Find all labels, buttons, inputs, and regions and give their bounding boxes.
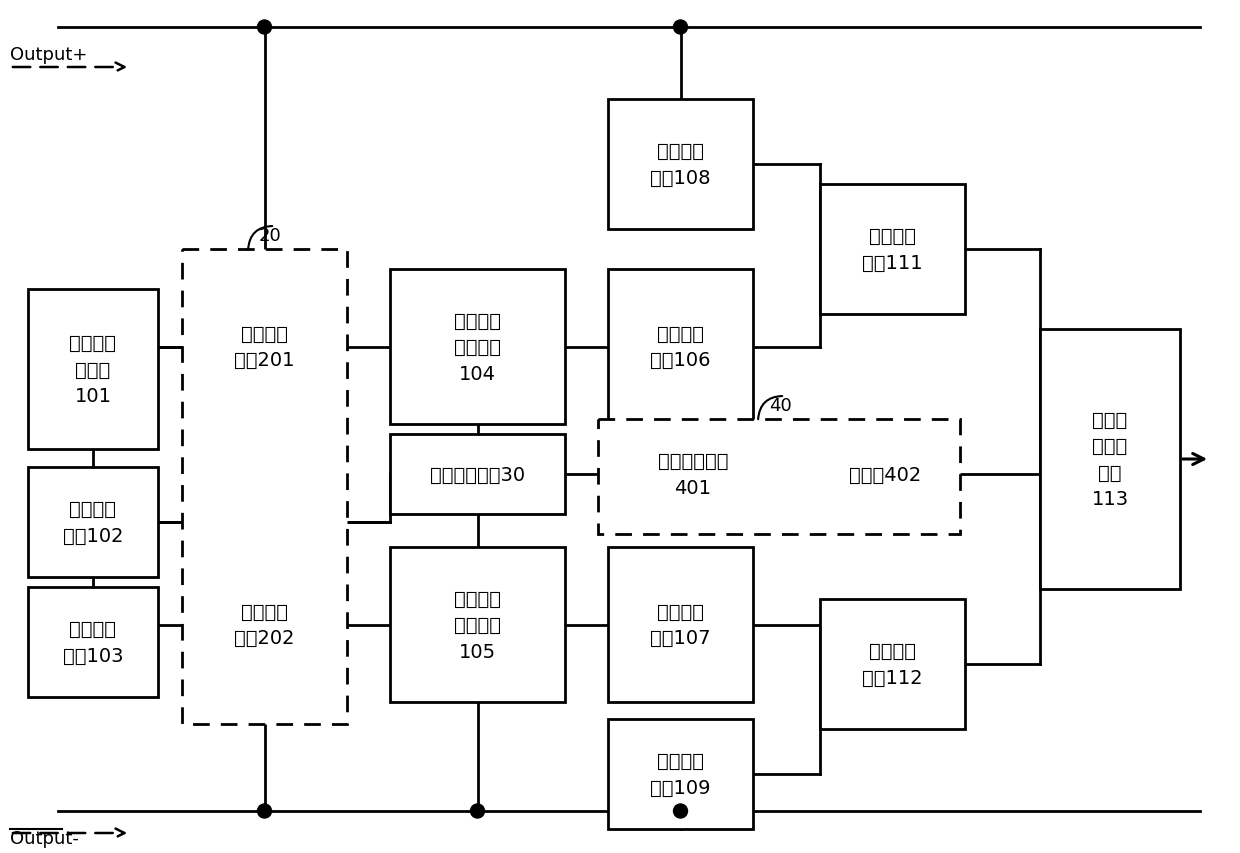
Circle shape [258,804,272,818]
Circle shape [673,21,687,35]
Bar [608,434,777,514]
Circle shape [673,804,687,818]
Bar [1040,329,1180,589]
Bar [598,420,960,534]
Bar [820,434,950,514]
Circle shape [258,21,272,35]
Text: 三合一调
光电路
101: 三合一调 光电路 101 [69,334,117,405]
Text: Output+: Output+ [10,46,87,64]
Bar [391,434,565,514]
Bar [192,270,337,425]
Text: 遥控调光
电路103: 遥控调光 电路103 [63,619,123,665]
Bar [29,467,157,577]
Text: 电流比较
电路112: 电流比较 电路112 [862,641,923,687]
Bar [391,270,565,425]
Text: 调光控制
电路102: 调光控制 电路102 [63,500,123,545]
Bar [608,100,753,229]
Text: 电压采样
电路201: 电压采样 电路201 [234,324,295,370]
Bar [29,588,157,697]
Bar [608,270,753,425]
Bar [182,250,347,724]
Text: 显示驱动电路
401: 显示驱动电路 401 [657,452,728,497]
Text: 40: 40 [769,397,791,415]
Text: 电压比较
电路111: 电压比较 电路111 [862,227,923,272]
Text: 电压基准
调整电路
104: 电压基准 调整电路 104 [454,311,501,383]
Text: 运算控制电路30: 运算控制电路30 [430,465,525,484]
Bar [608,719,753,829]
Bar [820,185,965,315]
Bar [391,548,565,702]
Text: 电压反馈
电路108: 电压反馈 电路108 [650,142,711,188]
Text: 电压基准
电路106: 电压基准 电路106 [650,324,711,370]
Text: 电流基准
调整电路
105: 电流基准 调整电路 105 [454,589,501,661]
Text: Output-: Output- [10,829,79,847]
Text: 电流反馈
电路109: 电流反馈 电路109 [650,751,711,797]
Bar [820,600,965,729]
Bar [192,548,337,702]
Text: 电流基准
电路107: 电流基准 电路107 [650,602,711,647]
Text: 显示屏402: 显示屏402 [849,465,921,484]
Text: 电流采样
电路202: 电流采样 电路202 [234,602,295,647]
Bar [29,290,157,450]
Bar [608,548,753,702]
Text: 20: 20 [259,227,281,245]
Text: 输出功
率调节
电路
113: 输出功 率调节 电路 113 [1091,410,1128,508]
Circle shape [470,804,485,818]
